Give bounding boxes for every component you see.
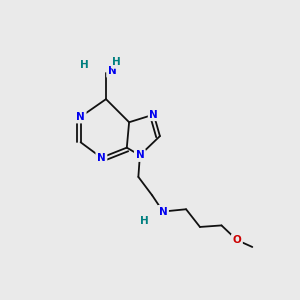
Text: N: N [97,153,106,163]
Text: N: N [149,110,158,119]
Text: H: H [140,216,149,226]
Text: H: H [80,60,89,70]
Text: N: N [136,150,144,160]
Text: N: N [159,207,167,217]
Text: N: N [76,112,85,122]
Text: O: O [232,235,241,245]
Text: H: H [112,57,121,67]
Text: N: N [108,66,116,76]
